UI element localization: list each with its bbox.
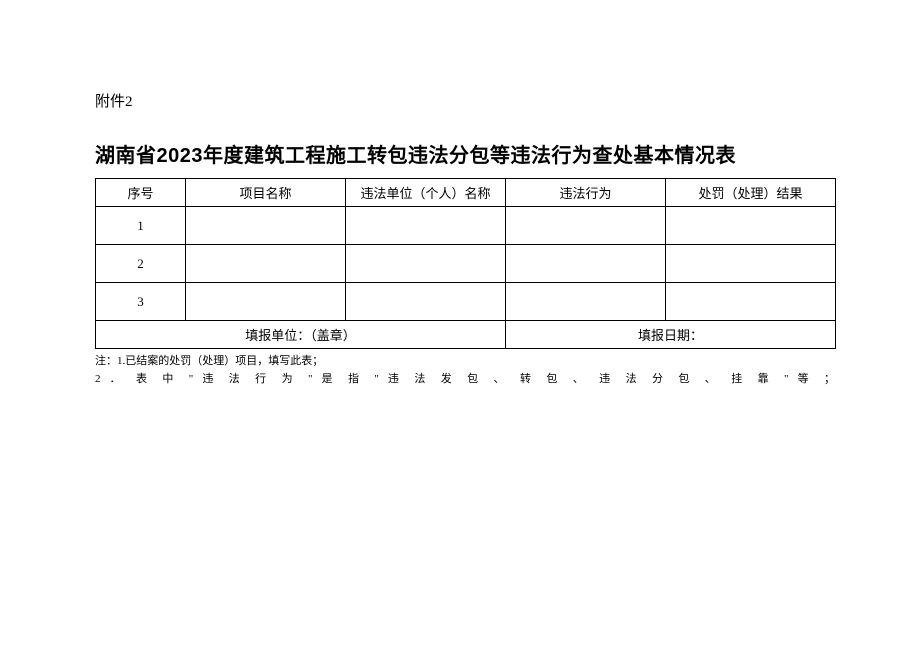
table-row: 2 — [96, 245, 836, 283]
table-header-row: 序号 项目名称 违法单位（个人）名称 违法行为 处罚（处理）结果 — [96, 179, 836, 207]
cell-project — [186, 245, 346, 283]
col-header-seq: 序号 — [96, 179, 186, 207]
cell-act — [506, 245, 666, 283]
cell-act — [506, 283, 666, 321]
reporting-date-cell: 填报日期： — [506, 321, 836, 349]
document-page: 附件2 湖南省2023年度建筑工程施工转包违法分包等违法行为查处基本情况表 序号… — [0, 0, 920, 388]
attachment-label: 附件2 — [95, 90, 840, 111]
cell-seq: 3 — [96, 283, 186, 321]
cell-result — [666, 245, 836, 283]
table-footer-row: 填报单位：（盖章） 填报日期： — [96, 321, 836, 349]
col-header-project: 项目名称 — [186, 179, 346, 207]
cell-seq: 2 — [96, 245, 186, 283]
note-1: 注：1.已结案的处罚（处理）项目，填写此表； — [95, 353, 835, 371]
notes-block: 注：1.已结案的处罚（处理）项目，填写此表； 2 ． 表 中 " 违 法 行 为… — [95, 353, 835, 388]
col-header-unit: 违法单位（个人）名称 — [346, 179, 506, 207]
table-row: 1 — [96, 207, 836, 245]
note-2: 2 ． 表 中 " 违 法 行 为 " 是 指 " 违 法 发 包 、 转 包 … — [95, 371, 835, 389]
cell-result — [666, 207, 836, 245]
cell-seq: 1 — [96, 207, 186, 245]
reporting-unit-cell: 填报单位：（盖章） — [96, 321, 506, 349]
col-header-act: 违法行为 — [506, 179, 666, 207]
cell-project — [186, 283, 346, 321]
page-title: 湖南省2023年度建筑工程施工转包违法分包等违法行为查处基本情况表 — [95, 139, 840, 168]
cell-unit — [346, 283, 506, 321]
cell-project — [186, 207, 346, 245]
main-table: 序号 项目名称 违法单位（个人）名称 违法行为 处罚（处理）结果 1 2 — [95, 178, 836, 349]
table-row: 3 — [96, 283, 836, 321]
cell-unit — [346, 245, 506, 283]
cell-unit — [346, 207, 506, 245]
col-header-result: 处罚（处理）结果 — [666, 179, 836, 207]
cell-result — [666, 283, 836, 321]
cell-act — [506, 207, 666, 245]
